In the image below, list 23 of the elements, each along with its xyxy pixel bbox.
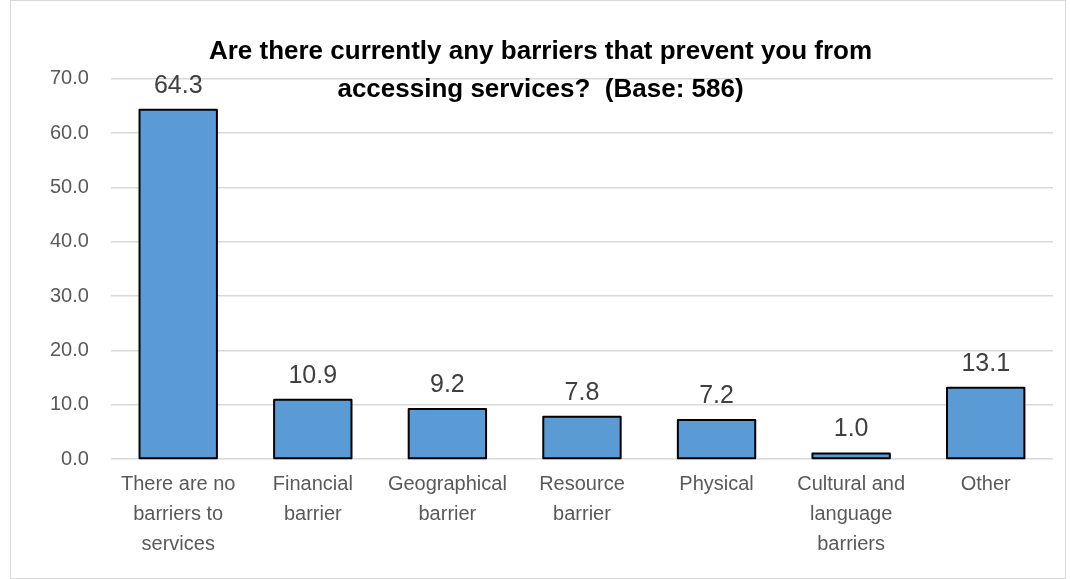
data-label: 10.9 [288,359,338,388]
data-label: 7.8 [564,376,600,405]
x-tick-label: Geographical barrier [387,471,507,524]
x-tick-label: Financial barrier [272,471,353,524]
data-label: 7.2 [699,379,734,408]
y-tick-label: 70.0 [49,66,89,89]
chart-title: Are there currently any barriers that prevent you from accessing services? (Base: 586) [208,35,873,104]
data-label: 13.1 [961,347,1011,376]
data-label: 1.0 [833,413,869,442]
y-tick-label: 40.0 [49,229,89,252]
y-tick-label: 0.0 [61,446,89,469]
y-tick-label: 10.0 [49,392,89,415]
x-tick-label: Resource barrier [539,471,625,524]
y-tick-label: 50.0 [49,175,89,198]
y-tick-label: 60.0 [49,120,89,143]
y-tick-label: 30.0 [49,283,89,306]
x-tick-label: Physical [679,471,754,494]
x-tick-label: Cultural and language barriers [797,471,906,554]
data-label: 9.2 [430,368,465,397]
x-tick-label: There are no barriers to services [120,471,236,554]
y-tick-label: 20.0 [49,337,89,360]
data-label: 64.3 [153,69,203,98]
x-tick-label: Other [960,471,1012,494]
